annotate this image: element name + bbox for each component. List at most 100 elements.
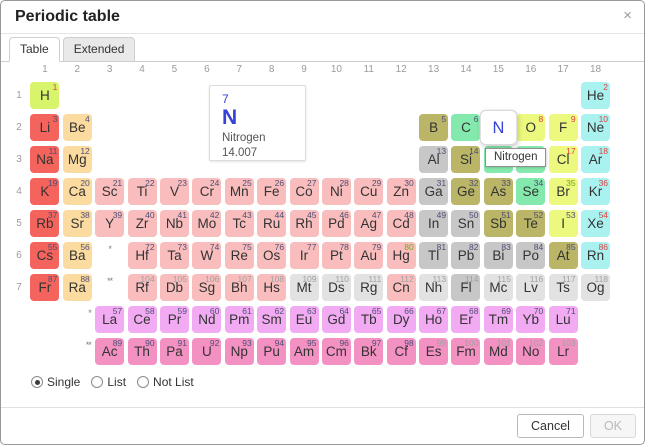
element-Rb[interactable]: 37 Rb [30,210,60,237]
element-Kr[interactable]: 36 Kr [581,178,611,205]
element-Pa[interactable]: 91 Pa [159,338,189,365]
element-Mo[interactable]: 42 Mo [192,210,222,237]
element-Sc[interactable]: 21 Sc [95,178,125,205]
element-As[interactable]: 33 As [483,178,513,205]
element-Hg[interactable]: 80 Hg [386,242,416,269]
element-Ca[interactable]: 20 Ca [62,178,92,205]
element-Pb[interactable]: 82 Pb [451,242,481,269]
element-Po[interactable]: 84 Po [516,242,546,269]
element-Pr[interactable]: 59 Pr [159,306,189,333]
element-Hs[interactable]: 108 Hs [257,274,287,301]
element-Ru[interactable]: 44 Ru [257,210,287,237]
element-Ac[interactable]: 89 Ac [95,338,125,365]
element-K[interactable]: 19 K [30,178,60,205]
element-Ds[interactable]: 110 Ds [321,274,351,301]
element-Cd[interactable]: 48 Cd [386,210,416,237]
element-Cs[interactable]: 55 Cs [30,242,60,269]
element-Bk[interactable]: 97 Bk [354,338,384,365]
element-Ho[interactable]: 67 Ho [419,306,449,333]
element-Sn[interactable]: 50 Sn [451,210,481,237]
element-Ti[interactable]: 22 Ti [127,178,157,205]
element-Ir[interactable]: 77 Ir [289,242,319,269]
element-Cn[interactable]: 112 Cn [386,274,416,301]
radio-single[interactable]: Single [31,375,80,389]
element-Np[interactable]: 93 Np [224,338,254,365]
element-Pt[interactable]: 78 Pt [321,242,351,269]
element-Mc[interactable]: 115 Mc [483,274,513,301]
element-Na[interactable]: 11 Na [30,146,60,173]
element-N[interactable]: 7N [480,111,517,144]
element-Rh[interactable]: 45 Rh [289,210,319,237]
element-Cr[interactable]: 24 Cr [192,178,222,205]
radio-list[interactable]: List [91,375,126,389]
radio-list-dot[interactable] [91,376,104,388]
element-Rn[interactable]: 86 Rn [581,242,611,269]
element-Mg[interactable]: 12 Mg [62,146,92,173]
element-Zr[interactable]: 40 Zr [127,210,157,237]
element-La[interactable]: 57 La [95,306,125,333]
element-Mn[interactable]: 25 Mn [224,178,254,205]
element-Lu[interactable]: 71 Lu [548,306,578,333]
radio-not-list[interactable]: Not List [137,375,194,389]
element-Y[interactable]: 39 Y [95,210,125,237]
element-Tl[interactable]: 81 Tl [419,242,449,269]
element-Ga[interactable]: 31 Ga [419,178,449,205]
element-Mt[interactable]: 109 Mt [289,274,319,301]
element-Re[interactable]: 75 Re [224,242,254,269]
tab-table[interactable]: Table [9,37,60,62]
element-Db[interactable]: 105 Db [159,274,189,301]
element-Hf[interactable]: 72 Hf [127,242,157,269]
element-Gd[interactable]: 64 Gd [321,306,351,333]
element-Ts[interactable]: 117 Ts [548,274,578,301]
element-Ra[interactable]: 88 Ra [62,274,92,301]
element-Sg[interactable]: 106 Sg [192,274,222,301]
element-Rg[interactable]: 111 Rg [354,274,384,301]
element-Sm[interactable]: 62 Sm [257,306,287,333]
element-Sr[interactable]: 38 Sr [62,210,92,237]
element-Os[interactable]: 76 Os [257,242,287,269]
element-Cl[interactable]: 17 Cl [548,146,578,173]
element-Og[interactable]: 118 Og [581,274,611,301]
cancel-button[interactable]: Cancel [517,413,584,438]
element-Eu[interactable]: 63 Eu [289,306,319,333]
element-Am[interactable]: 95 Am [289,338,319,365]
element-Er[interactable]: 68 Er [451,306,481,333]
element-Zn[interactable]: 30 Zn [386,178,416,205]
element-Pu[interactable]: 94 Pu [257,338,287,365]
element-Tc[interactable]: 43 Tc [224,210,254,237]
element-No[interactable]: 102 No [516,338,546,365]
element-Tm[interactable]: 69 Tm [483,306,513,333]
element-Nd[interactable]: 60 Nd [192,306,222,333]
radio-single-dot[interactable] [31,376,43,388]
element-Ar[interactable]: 18 Ar [581,146,611,173]
element-Fm[interactable]: 100 Fm [451,338,481,365]
element-Cm[interactable]: 96 Cm [321,338,351,365]
element-Lr[interactable]: 103 Lr [548,338,578,365]
element-Te[interactable]: 52 Te [516,210,546,237]
element-Se[interactable]: 34 Se [516,178,546,205]
element-Ge[interactable]: 32 Ge [451,178,481,205]
radio-not-list-dot[interactable] [137,376,150,388]
element-Ni[interactable]: 28 Ni [321,178,351,205]
element-Au[interactable]: 79 Au [354,242,384,269]
element-Br[interactable]: 35 Br [548,178,578,205]
element-W[interactable]: 74 W [192,242,222,269]
element-Cf[interactable]: 98 Cf [386,338,416,365]
element-Ag[interactable]: 47 Ag [354,210,384,237]
element-He[interactable]: 2 He [581,82,611,109]
element-Th[interactable]: 90 Th [127,338,157,365]
element-Fr[interactable]: 87 Fr [30,274,60,301]
element-Co[interactable]: 27 Co [289,178,319,205]
element-At[interactable]: 85 At [548,242,578,269]
element-Ta[interactable]: 73 Ta [159,242,189,269]
element-Dy[interactable]: 66 Dy [386,306,416,333]
element-U[interactable]: 92 U [192,338,222,365]
element-Es[interactable]: 99 Es [419,338,449,365]
element-Bi[interactable]: 83 Bi [483,242,513,269]
element-Al[interactable]: 13 Al [419,146,449,173]
